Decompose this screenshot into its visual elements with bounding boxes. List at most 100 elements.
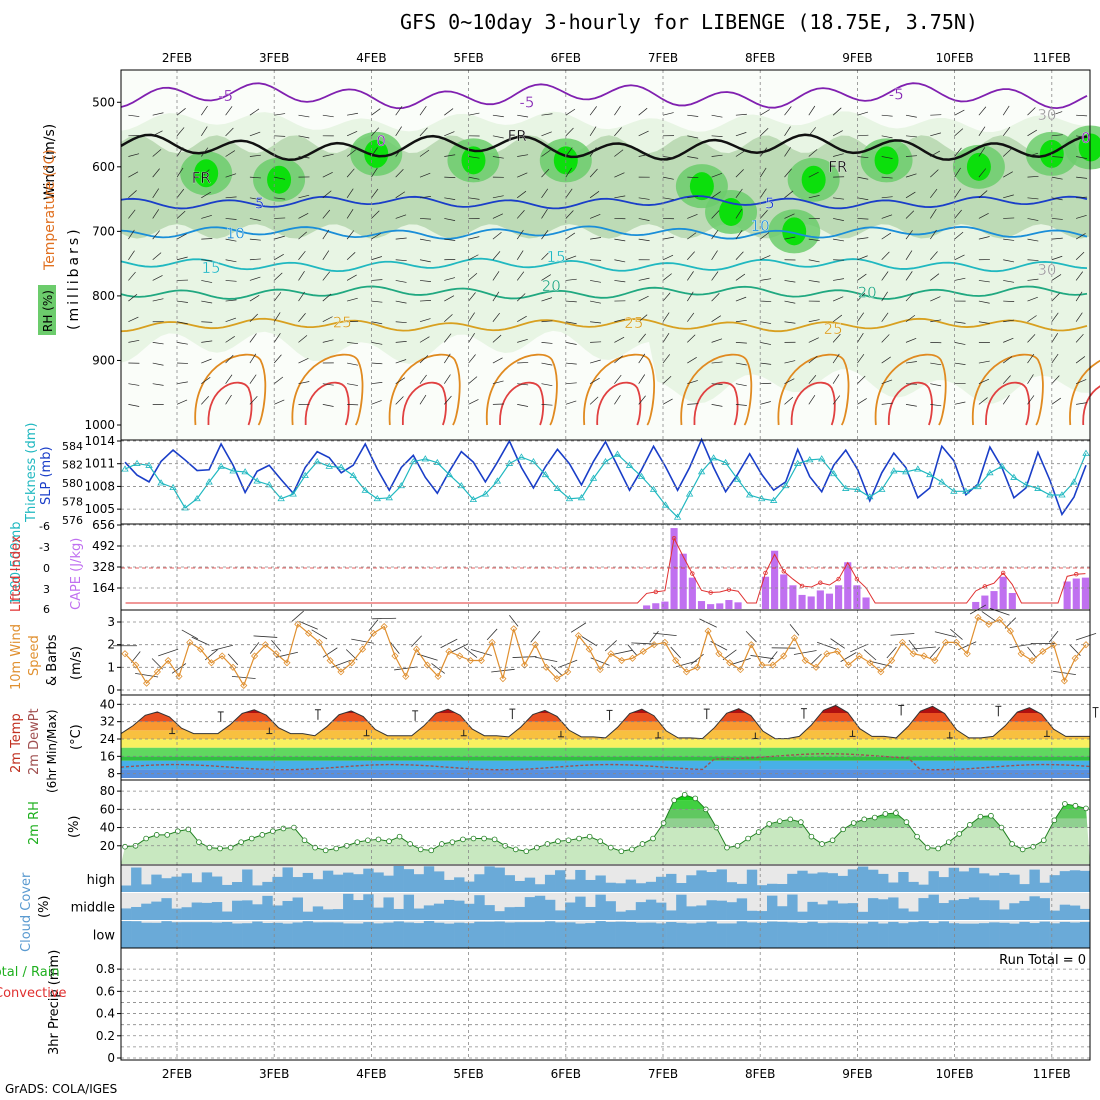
cloud-bar: [322, 909, 334, 920]
wind-speed-marker: [931, 656, 939, 665]
cloud-bar: [171, 876, 182, 892]
thickness-marker: [181, 504, 189, 511]
cape-bar: [972, 601, 980, 609]
wind-barb: [978, 106, 987, 116]
thickness-marker: [577, 494, 586, 501]
wind-speed-marker: [585, 645, 593, 653]
wind-barb: [395, 147, 403, 157]
cloud-bar: [464, 881, 475, 892]
date-label-top: 7FEB: [648, 51, 678, 65]
rh-marker: [1051, 817, 1058, 824]
isotherm-label: 5: [765, 195, 775, 213]
wind-barb: [954, 342, 966, 345]
cloud-bar: [1059, 921, 1071, 948]
wind-barb: [152, 168, 160, 178]
cloud-bar: [777, 906, 788, 920]
date-label-top: 10FEB: [936, 51, 974, 65]
wind-barb: [808, 319, 820, 323]
wind-barb: [565, 362, 577, 365]
wind-barb: [395, 237, 407, 240]
cape-bar: [825, 593, 834, 609]
wind-barb: [346, 188, 354, 198]
wind-barb: [638, 353, 646, 364]
wind-barb: [565, 400, 577, 405]
isotherm-label: -5: [218, 87, 233, 105]
cloud-bar: [565, 902, 576, 920]
wind-barb: [152, 342, 164, 345]
cloud-bar: [141, 903, 152, 920]
cape-bar: [862, 597, 870, 609]
wind-barb: [274, 156, 286, 159]
wind-barb: [1027, 197, 1039, 200]
surface-wind-barb: [604, 640, 617, 652]
wind-barb: [808, 395, 816, 405]
surface-wind-barb: [690, 653, 704, 665]
wind-barb: [298, 114, 310, 118]
cloud-bar: [373, 923, 384, 948]
wind-barb: [541, 230, 549, 240]
thickness-marker: [938, 478, 946, 485]
cloud-bar: [585, 879, 596, 892]
thickness-marker: [613, 450, 622, 457]
date-label-bottom: 5FEB: [453, 1067, 483, 1081]
surface-wind-barb: [558, 659, 578, 668]
wind-barb: [395, 377, 406, 384]
wind-barb: [735, 169, 744, 178]
wind-speed-marker: [283, 659, 291, 667]
wind-barb: [371, 233, 381, 240]
wind-barb: [128, 271, 136, 281]
cape-bar: [853, 585, 861, 609]
wind-barb: [201, 238, 213, 240]
cloud-bar: [908, 911, 919, 920]
cape-bar: [981, 595, 989, 609]
wind-barb: [881, 196, 893, 199]
wind-barb: [128, 383, 140, 386]
wind-barb: [371, 362, 383, 365]
cloud-bar: [938, 921, 949, 948]
wind-barb: [395, 341, 407, 343]
cloud-bar: [989, 900, 1000, 920]
wind-barb: [347, 112, 358, 116]
temp-tick: 40: [100, 697, 115, 711]
wind-barb: [492, 231, 502, 240]
wind-barb: [492, 114, 504, 118]
cloud-bar: [433, 903, 445, 920]
cloud-bar: [867, 869, 879, 892]
cloud-bar: [191, 922, 203, 948]
cloud-bar: [928, 923, 939, 948]
cloud-bar: [635, 883, 647, 892]
wind-barb: [1027, 259, 1039, 261]
thickness-marker: [781, 481, 790, 489]
cloud-bar: [978, 900, 990, 920]
wind-barb: [298, 194, 310, 199]
wind-barb: [468, 112, 480, 116]
cloud-bar: [918, 884, 929, 892]
cloud-bar: [999, 872, 1010, 892]
thickness-marker: [685, 490, 694, 497]
surface-wind-barb: [958, 641, 977, 651]
wind-barb: [638, 314, 648, 322]
cape-bar: [816, 590, 824, 609]
thickness-marker: [433, 458, 442, 466]
wind-barb: [614, 336, 625, 343]
cloud-bar: [1029, 923, 1040, 948]
rh2m-unit: (%): [67, 816, 82, 839]
surface-wind-barb: [840, 652, 857, 662]
wind-barb: [322, 339, 334, 343]
cloud-bar: [131, 921, 142, 948]
surface-wind-barb: [135, 672, 159, 678]
cloud-bar: [312, 879, 324, 892]
cloud-bar: [827, 922, 838, 948]
wind-barb: [589, 168, 598, 178]
wind-barb: [930, 251, 938, 260]
surface-wind-barb: [981, 611, 997, 622]
cloud-bar: [989, 922, 1000, 948]
wind-barb: [711, 404, 723, 407]
surface-wind-barb: [351, 638, 374, 644]
wind-barb: [662, 236, 674, 240]
cape-bar: [789, 585, 797, 609]
wind-barb: [589, 126, 597, 137]
wind-barb: [930, 209, 937, 219]
thickness-marker: [733, 475, 742, 482]
wind-barb: [492, 380, 504, 385]
